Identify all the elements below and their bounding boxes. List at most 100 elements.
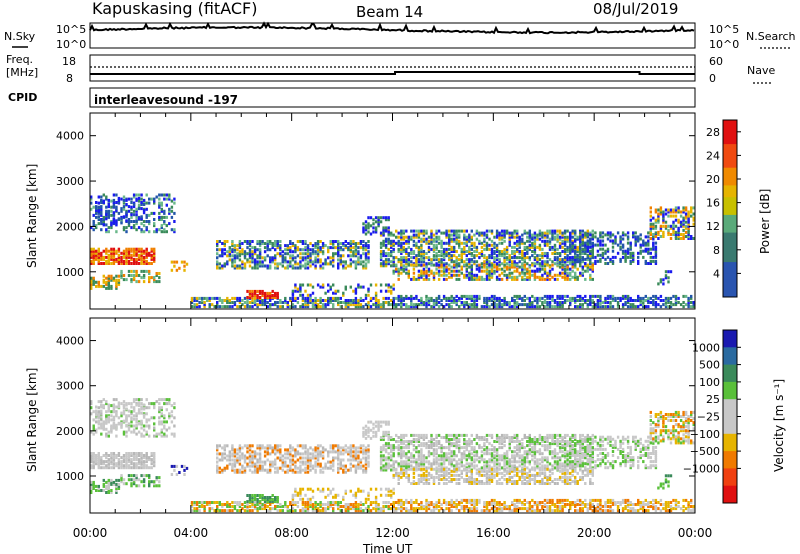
power-cell [543,277,547,281]
power-cell [521,258,524,262]
power-cell [289,296,292,300]
velocity-cell [294,452,297,456]
power-cell [500,233,504,237]
power-cell [548,294,552,298]
power-cell [400,237,403,241]
power-cell [153,199,156,203]
power-cell [561,267,564,271]
power-cell [528,239,531,243]
power-cell [687,305,690,309]
velocity-cell [221,505,224,508]
power-cell [531,294,534,298]
power-cell [221,301,224,304]
power-cell [505,301,509,304]
power-cell [460,301,463,304]
power-cell [561,239,564,243]
power-cell [589,237,592,241]
power-cell [589,294,592,298]
power-cell [442,252,446,255]
velocity-cell [263,505,267,508]
velocity-cell [354,509,358,513]
power-cell [619,296,622,300]
power-cell [90,255,93,259]
power-cell [256,305,259,309]
power-cell [684,208,688,212]
power-cell [586,245,589,249]
velocity-cell [236,456,239,460]
power-cell [153,224,156,228]
power-cell [518,235,521,239]
power-cell [543,235,547,239]
power-cell [319,266,322,270]
velocity-cell [274,507,277,511]
power-cell [546,252,549,255]
velocity-cell [319,444,322,448]
power-cell [541,239,544,243]
velocity-cell [274,470,277,474]
power-cell [359,254,363,258]
velocity-cell [314,505,317,508]
power-cell [463,252,466,255]
power-cell [485,303,489,307]
power-cell [309,248,312,252]
power-cell [460,267,463,271]
power-cell [140,203,143,206]
velocity-cell [274,446,277,450]
power-cell [412,250,416,253]
power-cell [654,208,658,212]
power-cell [626,237,630,241]
power-cell [657,208,660,212]
power-cell [135,251,138,255]
velocity-cell [238,503,242,506]
power-cell [460,260,463,264]
power-cell [329,246,332,250]
power-cell [556,294,559,298]
power-cell [614,241,617,245]
power-cell [483,231,486,235]
velocity-cell [271,446,274,450]
power-cell [117,196,121,200]
power-cell [516,231,519,235]
power-cell [629,245,632,249]
power-cell [115,223,118,227]
power-cell [412,256,416,260]
velocity-cell [289,464,292,468]
power-cell [503,239,506,243]
power-cell [657,282,660,286]
power-cell [558,229,562,233]
power-cell [495,305,499,309]
power-cell [576,247,579,251]
power-cell [415,260,418,264]
velocity-cell [253,456,257,460]
power-cell [304,242,307,245]
velocity-cell [135,454,138,457]
power-cell [448,233,451,237]
power-cell [511,299,514,302]
velocity-cell [319,470,322,474]
colorbar-swatch [723,155,737,162]
power-cell [687,214,690,218]
power-cell [349,262,352,266]
power-cell [586,243,589,247]
power-cell [606,249,610,253]
power-cell [516,250,519,253]
velocity-cell [251,460,254,464]
power-cell [662,233,665,236]
velocity-cell [359,458,363,462]
velocity-cell [158,406,161,410]
power-cell [420,275,423,279]
power-cell [579,264,582,268]
power-cell [470,258,473,262]
power-cell [279,248,282,252]
power-cell [440,245,443,249]
velocity-cell [306,464,310,468]
power-cell [291,258,295,262]
velocity-cell [269,444,272,448]
power-cell [528,275,531,279]
velocity-cell [140,464,143,468]
velocity-cell [112,458,116,462]
velocity-cell [105,464,108,468]
y-tick-label: 4000 [56,130,84,143]
power-cell [100,255,103,259]
power-cell [354,287,358,291]
